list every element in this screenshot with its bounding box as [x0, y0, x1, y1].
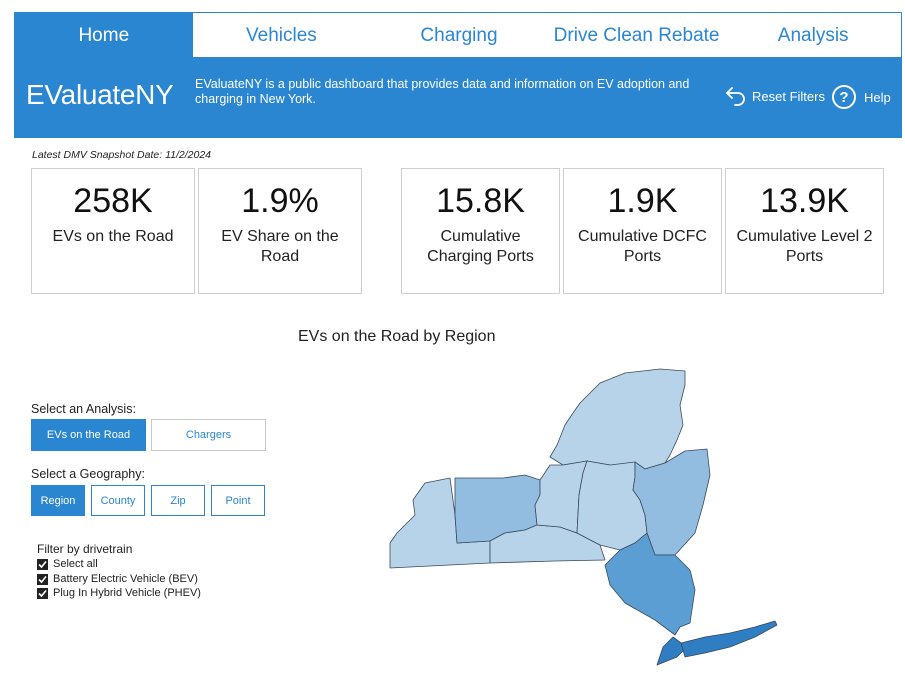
geography-label: Select a Geography:: [31, 467, 145, 481]
drivetrain-filter-title: Filter by drivetrain: [37, 542, 133, 556]
reset-filters-button[interactable]: Reset Filters: [724, 84, 825, 108]
geography-county-button[interactable]: County: [91, 485, 145, 516]
reset-filters-label: Reset Filters: [752, 88, 825, 104]
kpi-card-dcfc-ports: 1.9K Cumulative DCFC Ports: [563, 168, 722, 294]
region-north-country[interactable]: [549, 368, 686, 470]
help-button[interactable]: ? Help: [832, 85, 891, 109]
brand-logo-text: EValuateNY: [26, 79, 174, 110]
tab-home[interactable]: Home: [15, 13, 193, 58]
region-nyc[interactable]: [656, 636, 686, 666]
help-question-icon: ?: [832, 85, 856, 109]
region-long-island[interactable]: [680, 620, 778, 658]
kpi-card-ev-share: 1.9% EV Share on the Road: [198, 168, 362, 294]
kpi-value: 1.9K: [607, 182, 678, 220]
kpi-label: EVs on the Road: [52, 228, 174, 245]
drivetrain-option-label: Battery Electric Vehicle (BEV): [53, 573, 198, 585]
checkbox-checked-icon[interactable]: [37, 587, 48, 599]
tab-analysis[interactable]: Analysis: [777, 24, 849, 46]
kpi-label: EV Share on the Road: [221, 228, 339, 265]
kpi-label: Cumulative Charging Ports: [427, 228, 534, 265]
drivetrain-option-select-all[interactable]: Select all: [37, 558, 98, 570]
drivetrain-option-bev[interactable]: Battery Electric Vehicle (BEV): [37, 573, 198, 585]
geography-region-button[interactable]: Region: [31, 485, 85, 516]
geography-zip-button[interactable]: Zip: [151, 485, 205, 516]
kpi-card-charging-ports: 15.8K Cumulative Charging Ports: [401, 168, 560, 294]
drivetrain-option-label: Select all: [53, 558, 98, 570]
help-label: Help: [864, 89, 891, 105]
ny-region-map[interactable]: [385, 365, 785, 670]
undo-arrow-icon: [726, 87, 745, 106]
snapshot-date: Latest DMV Snapshot Date: 11/2/2024: [32, 149, 212, 161]
main-nav-tabs: Home Vehicles Charging Drive Clean Rebat…: [14, 12, 902, 58]
tab-charging[interactable]: Charging: [420, 24, 498, 46]
drivetrain-option-phev[interactable]: Plug In Hybrid Vehicle (PHEV): [37, 587, 201, 599]
tab-vehicles[interactable]: Vehicles: [246, 24, 317, 46]
drivetrain-option-label: Plug In Hybrid Vehicle (PHEV): [53, 587, 201, 599]
analysis-evs-button[interactable]: EVs on the Road: [31, 419, 146, 451]
geography-point-button[interactable]: Point: [211, 485, 265, 516]
kpi-label: Cumulative DCFC Ports: [578, 228, 707, 265]
kpi-label: Cumulative Level 2 Ports: [736, 228, 873, 265]
kpi-value: 15.8K: [436, 182, 525, 220]
checkbox-checked-icon[interactable]: [37, 558, 48, 570]
kpi-value: 13.9K: [760, 182, 849, 220]
tab-drive-clean-rebate[interactable]: Drive Clean Rebate: [553, 24, 720, 46]
analysis-chargers-button[interactable]: Chargers: [151, 419, 266, 451]
kpi-card-evs-on-road: 258K EVs on the Road: [31, 168, 195, 294]
kpi-card-level2-ports: 13.9K Cumulative Level 2 Ports: [725, 168, 884, 294]
checkbox-checked-icon[interactable]: [37, 573, 48, 585]
banner-description: EValuateNY is a public dashboard that pr…: [195, 77, 690, 106]
region-mid-hudson[interactable]: [604, 532, 696, 636]
map-title: EVs on the Road by Region: [298, 328, 496, 345]
analysis-label: Select an Analysis:: [31, 402, 136, 416]
kpi-value: 1.9%: [241, 182, 319, 220]
header-banner: EValuateNY EValuateNY is a public dashbo…: [14, 57, 902, 138]
kpi-value: 258K: [73, 182, 153, 220]
